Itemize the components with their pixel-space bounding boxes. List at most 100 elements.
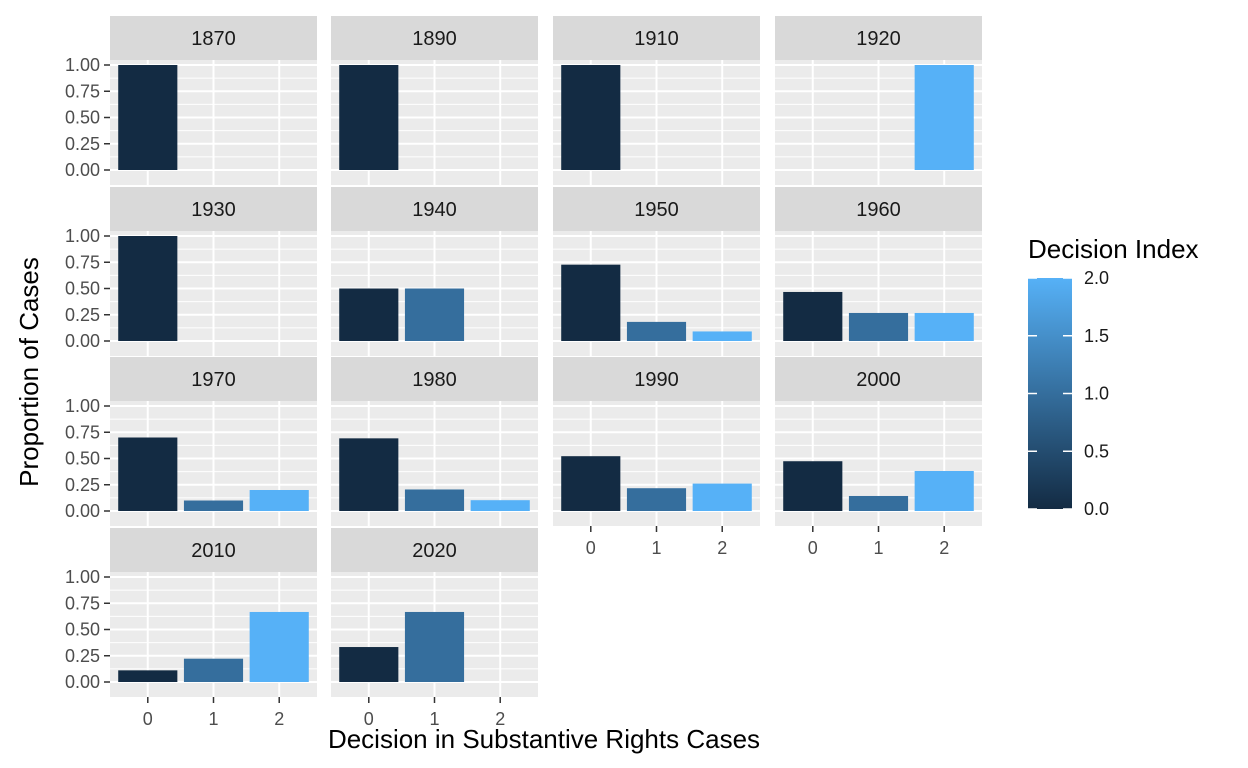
bar-2000-1 — [848, 495, 909, 511]
bar-1990-1 — [626, 488, 687, 511]
facet-strip — [775, 357, 982, 401]
facet-panel-1940: 1940 — [331, 187, 538, 356]
y-axis-2010: 0.00 0.25 0.50 0.75 1.00 — [65, 567, 110, 692]
y-tick-label: 0.25 — [65, 134, 100, 154]
x-tick-label: 2 — [274, 709, 284, 729]
bar-1970-2 — [249, 490, 309, 511]
facet-panel-2020: 2020 — [331, 528, 538, 697]
facet-strip-label: 1950 — [634, 199, 679, 221]
facet-panel-1980: 1980 — [331, 357, 538, 526]
facet-strip-label: 1870 — [191, 28, 236, 50]
y-tick-label: 0.75 — [65, 81, 100, 101]
bar-2010-0 — [118, 670, 178, 682]
bar-1930-0 — [118, 236, 178, 341]
y-tick-label: 0.25 — [65, 475, 100, 495]
x-axis-title: Decision in Substantive Rights Cases — [328, 724, 760, 754]
facet-strip-label: 2010 — [191, 540, 236, 562]
bar-1970-1 — [183, 500, 244, 511]
bar-1940-1 — [404, 288, 465, 341]
facet-strip-label: 1920 — [856, 28, 901, 50]
facet-strip — [110, 357, 317, 401]
bar-2020-1 — [404, 611, 465, 682]
facet-strip-label: 1940 — [412, 199, 457, 221]
x-axis-2000: 0 1 2 — [808, 526, 949, 558]
facet-strip — [553, 187, 760, 231]
x-tick-label: 1 — [429, 709, 439, 729]
facet-strip-label: 1960 — [856, 199, 901, 221]
bar-1990-2 — [692, 483, 752, 511]
facet-panel-1950: 1950 — [553, 187, 760, 356]
facet-panel-2000: 2000 — [775, 357, 982, 526]
bar-2000-2 — [914, 470, 974, 511]
y-tick-label: 0.50 — [65, 620, 100, 640]
x-tick-label: 2 — [495, 709, 505, 729]
y-tick-label: 0.50 — [65, 108, 100, 128]
x-axes: 0 1 2 0 1 2 0 1 2 0 1 2 — [143, 526, 949, 729]
facet-strip-label: 1970 — [191, 369, 236, 391]
bar-2000-0 — [783, 461, 843, 511]
legend-tick-label: 0.0 — [1084, 499, 1109, 519]
facet-strip — [331, 357, 538, 401]
bar-1980-0 — [339, 438, 399, 511]
facet-panel-1960: 1960 — [775, 187, 982, 356]
y-tick-label: 0.00 — [65, 501, 100, 521]
x-axis-1990: 0 1 2 — [586, 526, 727, 558]
bar-1870-0 — [118, 65, 178, 170]
x-tick-label: 2 — [717, 538, 727, 558]
facet-panel-1970: 1970 — [110, 357, 317, 526]
legend-tick-label: 2.0 — [1084, 268, 1109, 288]
facet-panel-1920: 1920 — [775, 16, 982, 185]
x-axis-2020: 0 1 2 — [364, 697, 505, 729]
x-tick-label: 1 — [651, 538, 661, 558]
legend-tick-label: 1.0 — [1084, 384, 1109, 404]
facet-strip-label: 1980 — [412, 369, 457, 391]
facet-panels: 1870 1890 1910 1920 1930 1940 1950 1960 1970 1980… — [110, 16, 982, 697]
facet-panel-1890: 1890 — [331, 16, 538, 185]
y-tick-label: 0.75 — [65, 593, 100, 613]
bar-2010-2 — [249, 611, 309, 682]
bar-1960-2 — [914, 312, 974, 341]
bar-1890-0 — [339, 65, 399, 170]
y-tick-label: 0.00 — [65, 331, 100, 351]
bar-1980-1 — [404, 489, 465, 511]
facet-strip-label: 1910 — [634, 28, 679, 50]
facet-strip — [331, 187, 538, 231]
legend-ticks: 0.0 0.5 1.0 1.5 2.0 — [1028, 268, 1109, 519]
facet-strip-label: 2020 — [412, 540, 457, 562]
x-tick-label: 2 — [939, 538, 949, 558]
y-tick-label: 0.75 — [65, 422, 100, 442]
y-tick-label: 1.00 — [65, 55, 100, 75]
bar-1950-2 — [692, 331, 752, 341]
facet-strip — [331, 16, 538, 60]
y-tick-label: 0.25 — [65, 646, 100, 666]
bar-1920-2 — [914, 65, 974, 170]
facet-panel-1990: 1990 — [553, 357, 760, 526]
y-axis-title: Proportion of Cases — [14, 257, 44, 487]
facet-panel-1870: 1870 — [110, 16, 317, 185]
facet-strip-label: 2000 — [856, 369, 901, 391]
y-tick-label: 0.75 — [65, 252, 100, 272]
x-tick-label: 1 — [208, 709, 218, 729]
bar-1950-0 — [561, 264, 621, 341]
y-tick-label: 0.00 — [65, 160, 100, 180]
bar-2020-0 — [339, 647, 399, 682]
legend-title: Decision Index — [1028, 234, 1199, 264]
facet-strip — [110, 16, 317, 60]
facet-strip-label: 1890 — [412, 28, 457, 50]
bar-1910-0 — [561, 65, 621, 170]
y-tick-label: 1.00 — [65, 396, 100, 416]
x-tick-label: 0 — [143, 709, 153, 729]
x-tick-label: 0 — [586, 538, 596, 558]
bar-1980-2 — [470, 500, 530, 511]
facet-strip — [331, 528, 538, 572]
facet-strip — [110, 187, 317, 231]
y-axis-1970: 0.00 0.25 0.50 0.75 1.00 — [65, 396, 110, 521]
facet-strip — [110, 528, 317, 572]
x-tick-label: 0 — [808, 538, 818, 558]
y-tick-label: 1.00 — [65, 226, 100, 246]
legend-tick-label: 1.5 — [1084, 326, 1109, 346]
y-tick-label: 0.25 — [65, 305, 100, 325]
facet-strip — [553, 16, 760, 60]
legend-tick-label: 0.5 — [1084, 441, 1109, 461]
